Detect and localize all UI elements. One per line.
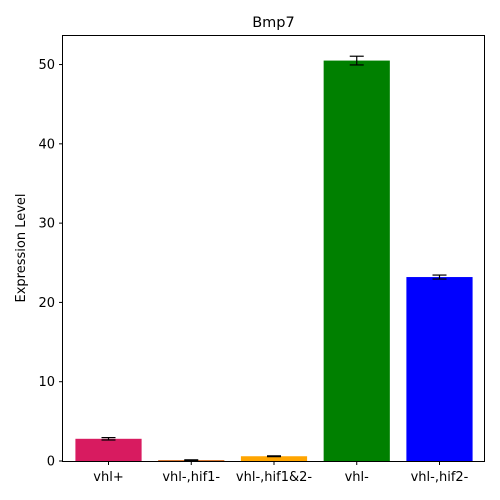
x-tick-label-0: vhl+ bbox=[93, 470, 123, 485]
y-axis-label: Expression Level bbox=[14, 193, 29, 302]
error-bar-1 bbox=[184, 459, 199, 462]
x-tick-label-1: vhl-,hif1- bbox=[162, 470, 220, 485]
y-tick-label-1: 10 bbox=[38, 375, 55, 390]
bar-0 bbox=[75, 438, 142, 461]
y-tick-label-5: 50 bbox=[38, 58, 55, 73]
error-bar-4 bbox=[432, 274, 447, 280]
error-bar-0 bbox=[101, 437, 116, 441]
y-axis: 0 10 20 30 40 50 bbox=[38, 58, 63, 470]
y-tick-label-3: 30 bbox=[38, 217, 55, 232]
x-tick-label-2: vhl-,hif1&2- bbox=[236, 470, 312, 485]
bar-2 bbox=[240, 456, 308, 461]
error-bars-layer bbox=[101, 55, 447, 462]
x-tick-label-4: vhl-,hif2- bbox=[411, 470, 469, 485]
x-axis: vhl+ vhl-,hif1- vhl-,hif1&2- vhl-vhl-,hif2- bbox=[93, 461, 469, 485]
error-bar-2 bbox=[267, 455, 281, 458]
chart-title: Bmp7 bbox=[252, 15, 295, 31]
bar-3 bbox=[323, 60, 390, 461]
bar-4 bbox=[406, 277, 473, 461]
y-tick-label-2: 20 bbox=[38, 296, 55, 311]
y-tick-label-4: 40 bbox=[38, 137, 55, 152]
x-tick-label-3: vhl- bbox=[345, 470, 370, 485]
bars-layer bbox=[75, 60, 473, 462]
plot-frame bbox=[62, 35, 485, 462]
y-tick-label-0: 0 bbox=[47, 455, 55, 470]
error-bar-3 bbox=[349, 55, 364, 66]
